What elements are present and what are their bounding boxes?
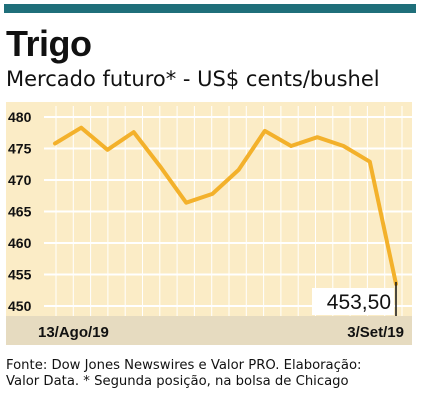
line-chart: 480 475 470 465 460 455 450 453,50 13/Ago/19 3…: [6, 102, 412, 345]
x-axis-band: [6, 316, 412, 345]
header-accent-bar: [4, 4, 416, 13]
y-tick-label: 475: [8, 141, 32, 157]
series-line: [53, 125, 398, 286]
source-line-2: Valor Data. * Segunda posição, na bolsa …: [6, 374, 349, 389]
x-tick-label-end: 3/Set/19: [347, 324, 404, 341]
y-tick-label: 480: [8, 109, 32, 125]
last-value-box: [312, 288, 394, 315]
source-line-1: Fonte: Dow Jones Newswires e Valor PRO. …: [6, 358, 362, 373]
y-tick-label: 465: [8, 204, 32, 220]
source-note: Fonte: Dow Jones Newswires e Valor PRO. …: [6, 358, 416, 390]
chart-subtitle: Mercado futuro* - US$ cents/bushel: [6, 67, 380, 91]
y-tick-label: 450: [8, 298, 32, 314]
chart-canvas: 480 475 470 465 460 455 450 453,50 13/Ago/19 3…: [6, 102, 412, 345]
y-axis-tick-labels: 480 475 470 465 460 455 450: [8, 109, 32, 314]
last-value-label: 453,50: [327, 291, 391, 314]
y-tick-label: 470: [8, 172, 32, 188]
y-tick-label: 460: [8, 235, 32, 251]
x-tick-label-start: 13/Ago/19: [38, 324, 109, 341]
chart-title: Trigo: [6, 23, 92, 64]
y-tick-label: 455: [8, 267, 32, 283]
